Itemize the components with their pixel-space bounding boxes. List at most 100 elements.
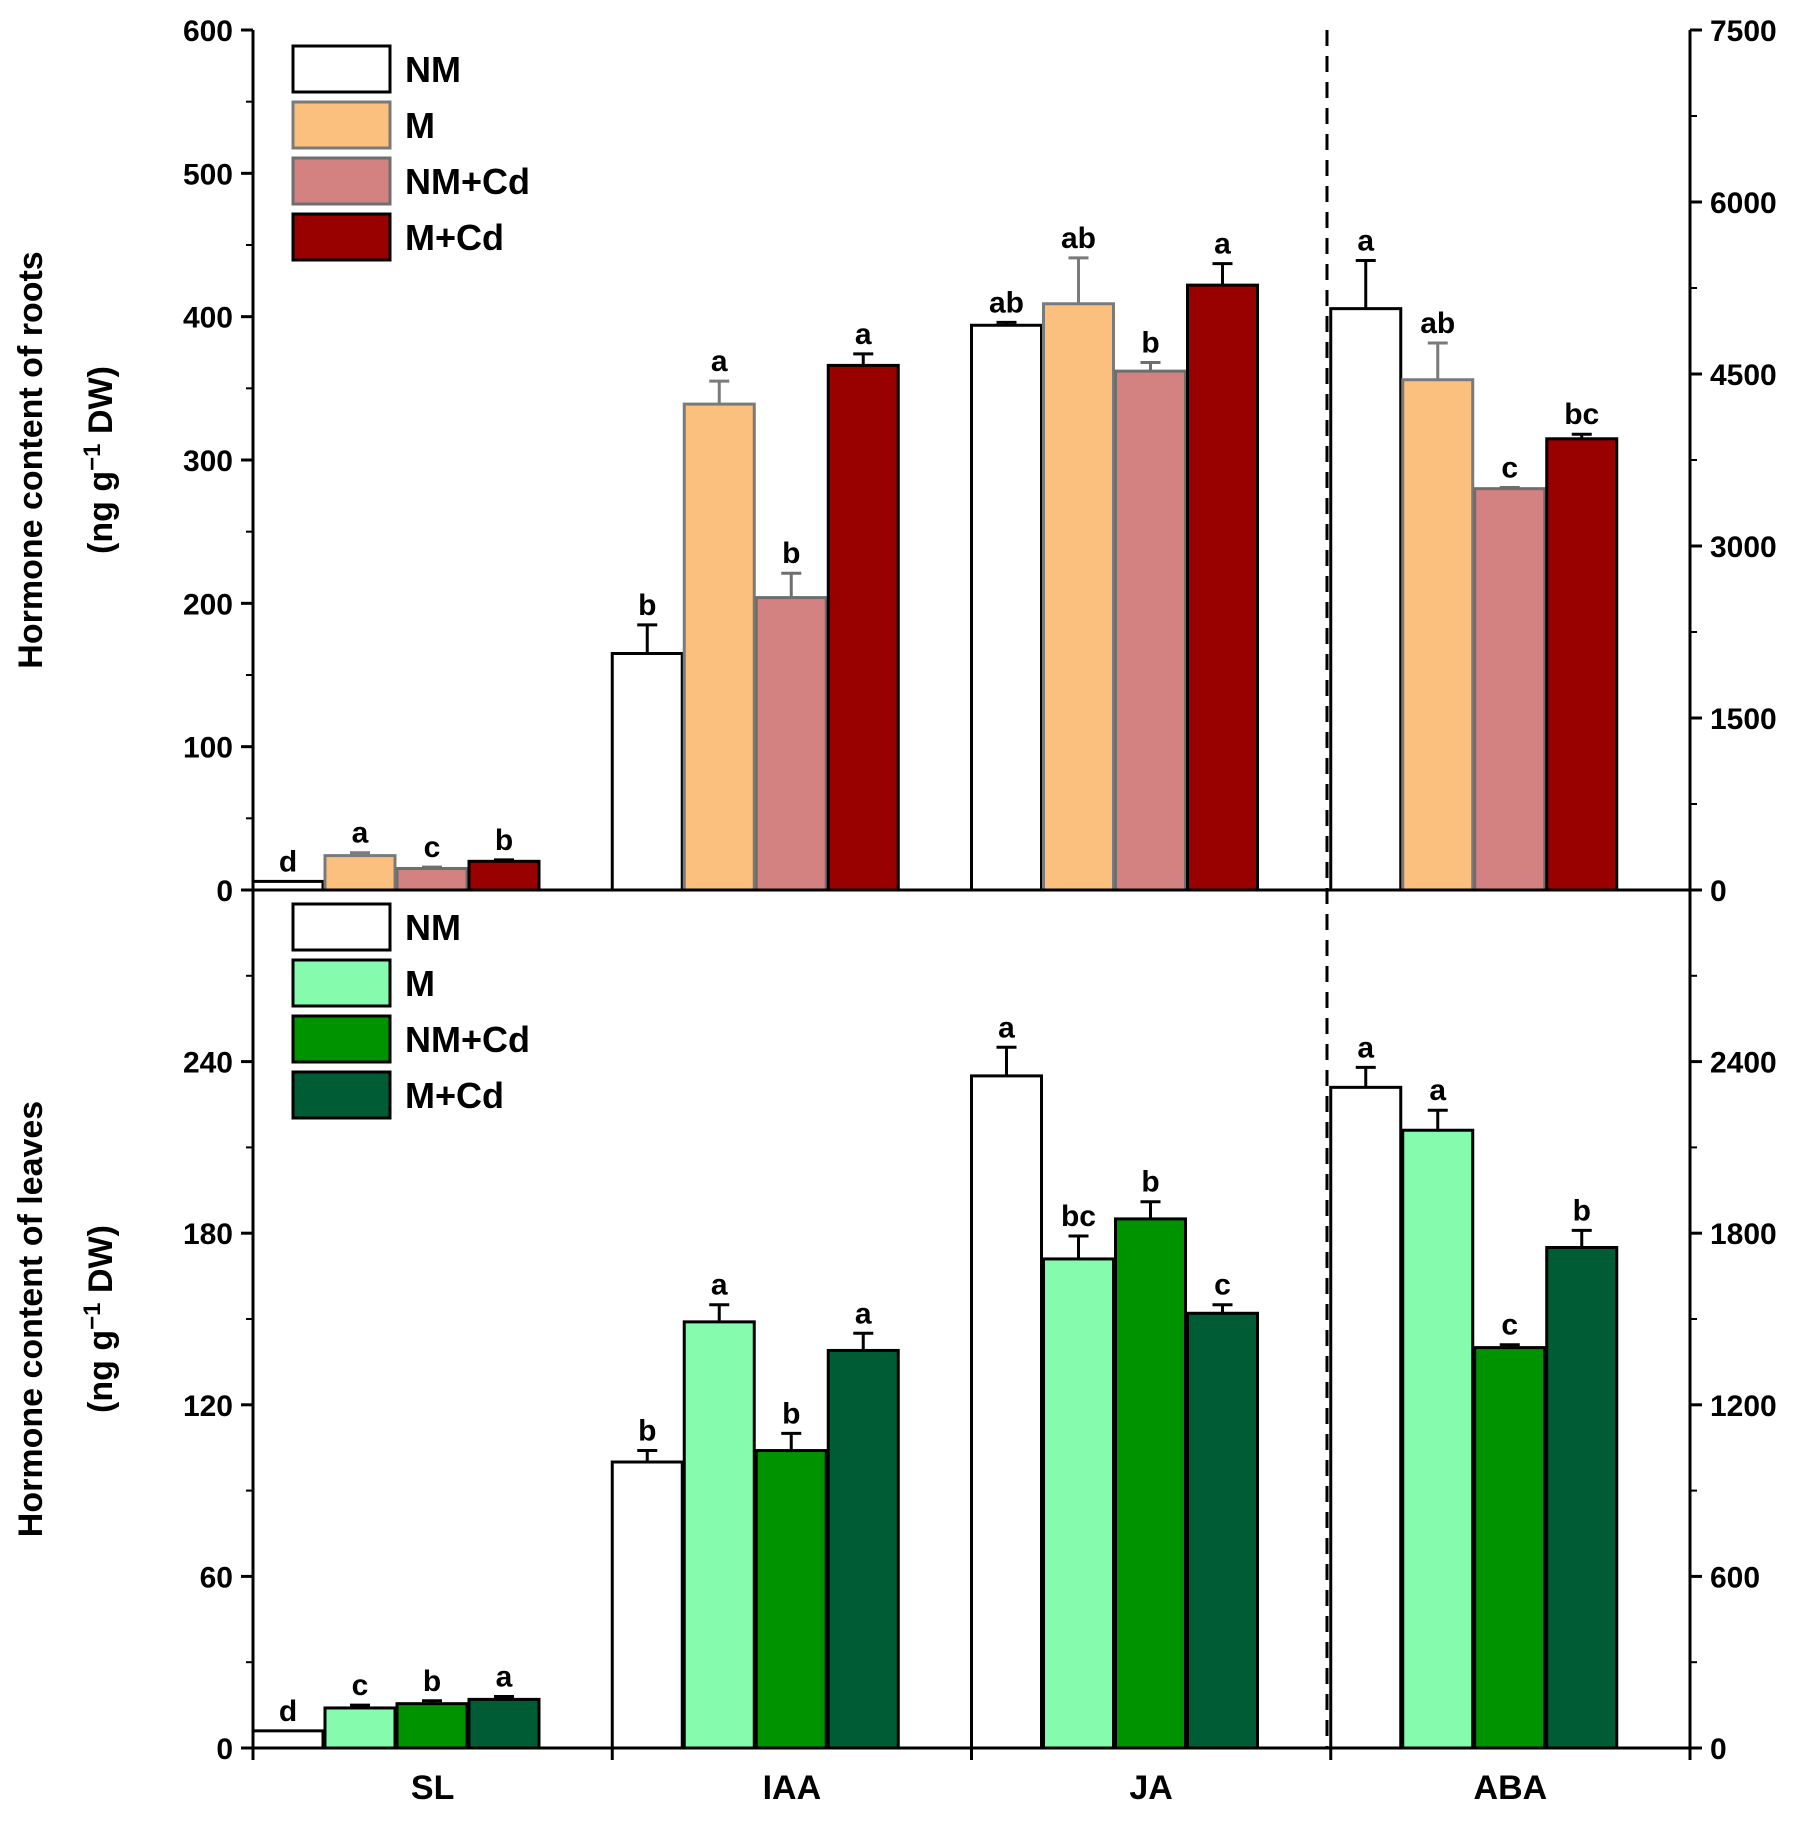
sig-label-leaves-ABA-M: a <box>1429 1074 1446 1107</box>
sig-label-roots-ABA-NM+Cd: c <box>1501 452 1518 485</box>
bar-leaves-JA-NM+Cd <box>1114 1217 1187 1750</box>
bar-roots-IAA-NM+Cd <box>754 596 828 892</box>
bar-leaves-SL-NM <box>251 1729 325 1750</box>
legend-swatch-leaves-M <box>291 958 392 1008</box>
bar-roots-ABA-NM+Cd <box>1473 487 1547 892</box>
sig-label-leaves-JA-NM: a <box>998 1011 1015 1044</box>
sig-label-roots-JA-M+Cd: a <box>1214 228 1231 261</box>
sig-label-leaves-ABA-M+Cd: b <box>1573 1194 1591 1227</box>
sig-label-roots-IAA-M+Cd: a <box>855 318 872 351</box>
sig-label-roots-SL-NM: d <box>279 845 297 878</box>
ytick-label-right-leaves: 1800 <box>1710 1218 1777 1251</box>
bar-roots-JA-NM <box>970 323 1043 892</box>
ylabel-unit-sup-leaves: −1 <box>79 1302 106 1329</box>
sig-label-leaves-SL-M: c <box>352 1669 369 1702</box>
sig-label-leaves-SL-NM: d <box>279 1695 297 1728</box>
sig-label-leaves-JA-M: bc <box>1061 1200 1096 1233</box>
bar-leaves-ABA-M+Cd <box>1545 1246 1619 1750</box>
legend-label-leaves-M+Cd: M+Cd <box>405 1075 504 1116</box>
sig-label-roots-ABA-NM: a <box>1357 224 1374 257</box>
ytick-label-right-leaves: 1200 <box>1710 1390 1777 1423</box>
bar-roots-IAA-M <box>682 402 756 892</box>
sig-label-roots-IAA-NM: b <box>638 589 656 622</box>
sig-label-roots-ABA-M: ab <box>1420 307 1455 340</box>
legend-swatch-roots-NM+Cd <box>291 156 392 206</box>
bar-leaves-IAA-NM <box>610 1460 684 1750</box>
bar-roots-ABA-M+Cd <box>1545 437 1619 892</box>
sig-label-roots-IAA-M: a <box>711 345 728 378</box>
ylabel-unit-post-roots: DW) <box>82 366 120 443</box>
ytick-label-left-leaves: 240 <box>183 1047 233 1080</box>
sig-label-leaves-IAA-M+Cd: a <box>855 1297 872 1330</box>
ytick-label-right-leaves: 600 <box>1710 1561 1760 1594</box>
ytick-label-right-leaves: 0 <box>1710 1733 1727 1766</box>
ytick-label-right-roots: 6000 <box>1710 187 1777 220</box>
sig-label-roots-JA-NM: ab <box>989 286 1024 319</box>
legend-swatch-leaves-NM+Cd <box>291 1014 392 1064</box>
bar-roots-IAA-NM <box>610 652 684 892</box>
ytick-label-right-leaves: 2400 <box>1710 1047 1777 1080</box>
sig-label-leaves-IAA-NM: b <box>638 1415 656 1448</box>
ytick-label-left-leaves: 60 <box>200 1561 233 1594</box>
ylabel-unit-roots: (ng g <box>82 471 120 554</box>
ylabel-line1-roots: Hormone content of roots <box>12 251 50 668</box>
bar-roots-ABA-M <box>1401 378 1475 892</box>
bar-roots-IAA-M+Cd <box>826 363 900 892</box>
ytick-label-left-roots: 0 <box>216 875 233 908</box>
sig-label-leaves-ABA-NM+Cd: c <box>1501 1309 1518 1342</box>
ytick-label-right-roots: 4500 <box>1710 359 1777 392</box>
bar-leaves-JA-M+Cd <box>1186 1311 1259 1750</box>
bar-leaves-IAA-M <box>682 1320 756 1750</box>
bar-leaves-ABA-NM+Cd <box>1473 1346 1547 1750</box>
bar-leaves-SL-NM+Cd <box>395 1702 469 1750</box>
bar-leaves-ABA-NM <box>1329 1085 1403 1750</box>
legend-swatch-roots-M+Cd <box>291 212 392 262</box>
sig-label-roots-ABA-M+Cd: bc <box>1564 398 1599 431</box>
sig-label-leaves-JA-M+Cd: c <box>1214 1269 1231 1302</box>
sig-label-leaves-IAA-NM+Cd: b <box>782 1397 800 1430</box>
xtick-label-IAA: IAA <box>763 1769 822 1807</box>
ytick-label-left-roots: 500 <box>183 158 233 191</box>
ylabel-unit-leaves: (ng g <box>82 1330 120 1413</box>
xtick-label-ABA: ABA <box>1474 1769 1548 1807</box>
bar-roots-ABA-NM <box>1329 307 1403 892</box>
bar-leaves-SL-M <box>323 1706 397 1750</box>
sig-label-roots-JA-M: ab <box>1061 222 1096 255</box>
ytick-label-right-roots: 7500 <box>1710 15 1777 48</box>
bar-leaves-IAA-M+Cd <box>826 1348 900 1750</box>
ytick-label-left-leaves: 120 <box>183 1390 233 1423</box>
panel-leaves: dc b ababaabcbcaacb06012018024006001200180… <box>12 890 1777 1766</box>
sig-label-leaves-ABA-NM: a <box>1357 1031 1374 1064</box>
sig-label-roots-JA-NM+Cd: b <box>1141 327 1159 360</box>
legend-label-leaves-NM+Cd: NM+Cd <box>405 1019 530 1060</box>
ytick-label-left-roots: 600 <box>183 15 233 48</box>
ytick-label-left-roots: 100 <box>183 732 233 765</box>
legend-label-leaves-NM: NM <box>405 907 461 948</box>
legend-swatch-leaves-NM <box>291 902 392 952</box>
bar-roots-SL-M+Cd <box>467 859 541 892</box>
sig-label-roots-SL-NM+Cd: c <box>424 831 441 864</box>
sig-label-leaves-SL-M+Cd: a <box>496 1661 513 1694</box>
ytick-label-left-leaves: 0 <box>216 1733 233 1766</box>
bar-leaves-JA-NM <box>970 1074 1043 1750</box>
legend-label-roots-M+Cd: M+Cd <box>405 217 504 258</box>
sig-label-roots-SL-M+Cd: b <box>495 824 513 857</box>
legend-label-roots-M: M <box>405 105 435 146</box>
ytick-label-left-roots: 400 <box>183 302 233 335</box>
sig-label-leaves-IAA-M: a <box>711 1269 728 1302</box>
ylabel-unit-post-leaves: DW) <box>82 1225 120 1302</box>
bar-roots-JA-M+Cd <box>1186 283 1259 892</box>
ylabel-line2-leaves: (ng g−1 DW) <box>79 1225 120 1413</box>
ytick-label-left-roots: 300 <box>183 445 233 478</box>
bar-leaves-IAA-NM+Cd <box>754 1449 828 1750</box>
sig-label-leaves-JA-NM+Cd: b <box>1141 1166 1159 1199</box>
ytick-label-left-roots: 200 <box>183 588 233 621</box>
bar-leaves-ABA-M <box>1401 1128 1475 1750</box>
sig-label-leaves-SL-NM+Cd: b <box>423 1665 441 1698</box>
xtick-label-JA: JA <box>1129 1769 1172 1807</box>
bar-leaves-SL-M+Cd <box>467 1697 541 1750</box>
sig-label-roots-SL-M: a <box>352 817 369 850</box>
